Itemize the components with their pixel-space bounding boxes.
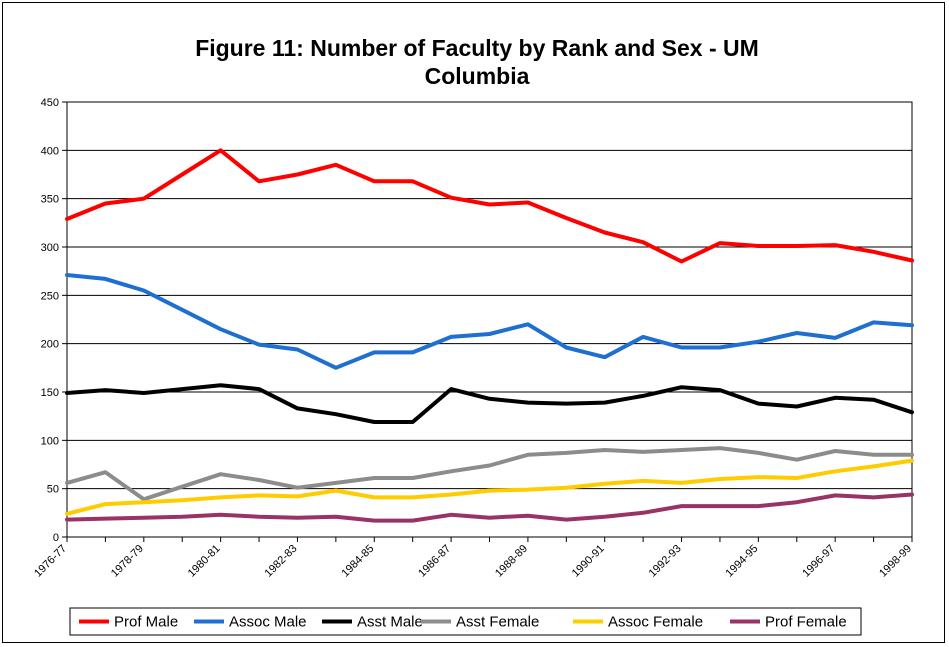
y-tick-label: 50: [47, 484, 59, 496]
x-tick-label: 1986-87: [416, 543, 453, 580]
series-line-prof-male: [65, 148, 914, 264]
y-tick-label: 250: [41, 290, 59, 302]
y-tick-label: 150: [41, 387, 59, 399]
line-chart: Figure 11: Number of Faculty by Rank and…: [32, 35, 914, 636]
y-tick-label: 400: [41, 145, 59, 157]
x-tick-label: 1996-97: [800, 543, 837, 580]
series-line-assoc-female: [65, 458, 914, 516]
x-tick-label: 1990-91: [570, 543, 607, 580]
legend: Prof Male Assoc Male Asst Male Asst Female A…: [69, 607, 862, 636]
x-tick-label: 1994-95: [723, 543, 760, 580]
chart-title-line1: Figure 11: Number of Faculty by Rank and…: [195, 35, 759, 61]
series-line-prof-female: [65, 492, 914, 523]
series-lines: [65, 148, 914, 523]
legend-label-prof-male: Prof Male: [114, 614, 178, 631]
x-tick-label: 1998-99: [877, 543, 914, 580]
x-tick-label: 1980-81: [186, 543, 223, 580]
x-tick-label: 1978-79: [109, 543, 146, 580]
y-tick-label: 350: [41, 194, 59, 206]
y-tick-label: 450: [41, 97, 59, 109]
x-tick-label: 1988-89: [493, 543, 530, 580]
y-tick-label: 200: [41, 339, 59, 351]
y-tick-label: 0: [53, 532, 59, 544]
legend-label-assoc-female: Assoc Female: [608, 614, 703, 631]
x-tick-label: 1992-93: [647, 543, 684, 580]
legend-label-asst-male: Asst Male: [357, 614, 423, 631]
x-tick-label: 1976-77: [32, 543, 69, 580]
legend-label-assoc-male: Assoc Male: [229, 614, 307, 631]
chart-title-line2: Columbia: [425, 63, 530, 89]
x-tick-label: 1982-83: [263, 543, 300, 580]
series-line-asst-male: [65, 383, 914, 424]
y-tick-label: 100: [41, 435, 59, 447]
legend-label-prof-female: Prof Female: [765, 614, 847, 631]
legend-label-asst-female: Asst Female: [456, 614, 539, 631]
y-tick-label: 300: [41, 242, 59, 254]
series-line-asst-female: [65, 446, 914, 502]
series-line-assoc-male: [65, 273, 914, 370]
x-tick-label: 1984-85: [339, 543, 376, 580]
